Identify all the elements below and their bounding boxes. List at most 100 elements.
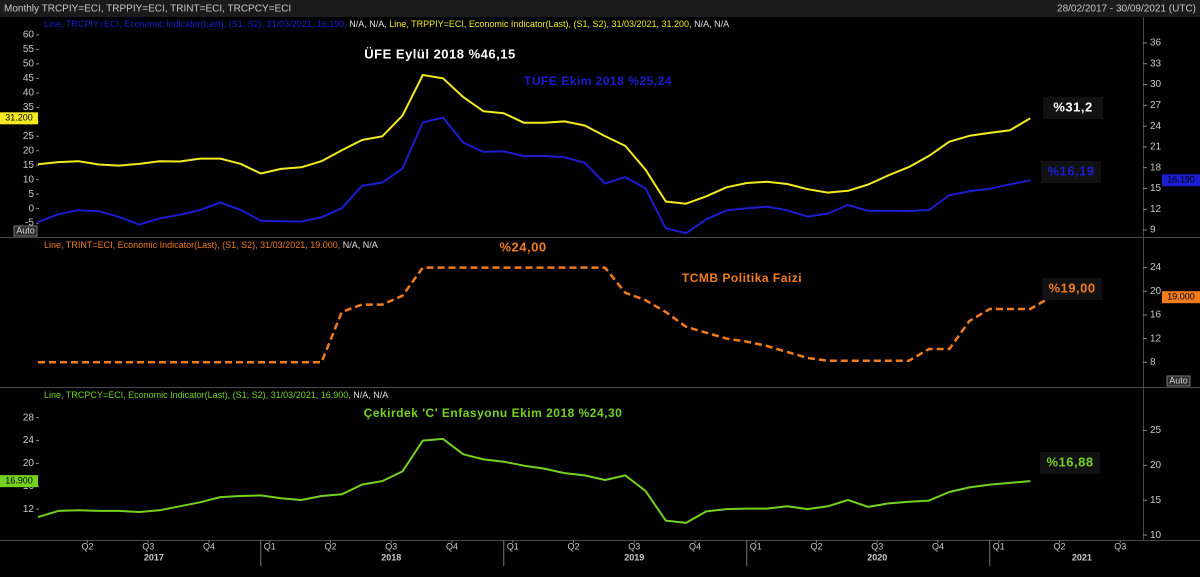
y-tick-label: 40: [23, 87, 35, 98]
y-tick-label: 28: [23, 412, 35, 423]
scale-mode: Auto: [1169, 375, 1188, 385]
y2-tick-label: 15: [1150, 183, 1162, 194]
annotation-box: [1043, 97, 1103, 119]
y-tick-label: -5: [25, 218, 34, 229]
x-tick-label: Q4: [446, 541, 458, 551]
legend-entry: Line, TRCPCY=ECI, Economic Indicator(Las…: [44, 390, 351, 400]
y2-tick-label: 24: [1150, 262, 1162, 273]
y2-tick-label: 25: [1150, 425, 1162, 436]
x-tick-label: Q4: [689, 541, 701, 551]
y2-tick-label: 30: [1150, 79, 1162, 90]
annotation-box: [1042, 278, 1102, 300]
x-tick-label: Q3: [385, 541, 397, 551]
y-tick-label: 10: [23, 174, 35, 185]
y2-tick-label: 16: [1150, 310, 1162, 321]
y-tick-label: 24: [23, 435, 35, 446]
y-tick-label: 55: [23, 44, 35, 55]
y2-tick-label: 9: [1150, 225, 1156, 236]
series-line: [37, 74, 1031, 205]
y-tick-label: 5: [28, 189, 34, 200]
scale-mode-box: [1166, 375, 1191, 387]
annotation: %16,88: [1046, 454, 1093, 469]
legend-extra: N/A, N/A,: [349, 19, 387, 29]
year-label: 2019: [624, 552, 644, 562]
x-tick-label: Q3: [1114, 541, 1126, 551]
y-tick-label: 12: [23, 504, 35, 515]
annotation: %24,00: [499, 239, 546, 254]
value-tag-label: 16.190: [1167, 175, 1195, 185]
header-date-range: 28/02/2017 - 30/09/2021 (UTC): [1057, 4, 1196, 15]
legend-entry: Line, TRINT=ECI, Economic Indicator(Last…: [44, 240, 340, 250]
value-tag-label: 31.200: [5, 113, 33, 123]
scale-mode: Auto: [16, 225, 35, 235]
x-tick-label: Q1: [264, 541, 276, 551]
y-tick-label: 20: [23, 145, 35, 156]
annotation: TCMB Politika Faizi: [682, 271, 802, 285]
legend-entry: Line, TRCPIY=ECI, Economic Indicator(Las…: [44, 19, 347, 29]
annotation: Çekirdek 'C' Enfasyonu Ekim 2018 %24,30: [364, 406, 623, 420]
x-tick-label: Q4: [932, 541, 944, 551]
annotation-box: [1041, 161, 1101, 183]
y2-tick-label: 12: [1150, 333, 1162, 344]
x-tick-label: Q2: [1053, 541, 1065, 551]
x-tick-label: Q1: [750, 541, 762, 551]
x-tick-label: Q3: [142, 541, 154, 551]
legend: Line, TRINT=ECI, Economic Indicator(Last…: [44, 240, 378, 250]
annotation: ÜFE Eylül 2018 %46,15: [364, 46, 515, 61]
y-tick-label: 20: [23, 458, 35, 469]
y2-tick-label: 36: [1150, 38, 1162, 49]
legend-extra: N/A, N/A: [353, 390, 388, 400]
year-label: 2017: [144, 552, 164, 562]
value-tag: [0, 112, 38, 125]
y2-tick-label: 20: [1150, 460, 1162, 471]
annotation: %19,00: [1048, 280, 1095, 295]
year-label: 2018: [381, 552, 401, 562]
y-tick-label: 35: [23, 102, 35, 113]
y-tick-label: 0: [28, 203, 34, 214]
x-tick-label: Q1: [507, 541, 519, 551]
annotation: %31,2: [1053, 99, 1092, 114]
x-tick-label: Q2: [567, 541, 579, 551]
y-tick-label: 45: [23, 73, 35, 84]
y-tick-label: 50: [23, 59, 35, 70]
x-tick-label: Q2: [324, 541, 336, 551]
legend: Line, TRCPCY=ECI, Economic Indicator(Las…: [44, 390, 388, 400]
y2-tick-label: 20: [1150, 286, 1162, 297]
y2-tick-label: 21: [1150, 142, 1162, 153]
legend-extra: N/A, N/A: [694, 19, 729, 29]
y2-tick-label: 27: [1150, 100, 1162, 111]
x-tick-label: Q3: [628, 541, 640, 551]
year-label: 2020: [867, 552, 887, 562]
header-title: Monthly TRCPIY=ECI, TRPPIY=ECI, TRINT=EC…: [4, 4, 291, 15]
y2-tick-label: 33: [1150, 58, 1162, 69]
y-tick-label: 25: [23, 131, 35, 142]
x-tick-label: Q3: [871, 541, 883, 551]
y-tick-label: 60: [23, 30, 35, 41]
scale-mode-box: [13, 225, 38, 237]
y2-tick-label: 8: [1150, 357, 1156, 368]
annotation-box: [1040, 452, 1100, 474]
series-line: [37, 116, 1031, 235]
year-label: 2021: [1072, 552, 1092, 562]
x-tick-label: Q4: [203, 541, 215, 551]
x-tick-label: Q1: [993, 541, 1005, 551]
x-tick-label: Q2: [810, 541, 822, 551]
value-tag: [1162, 174, 1200, 187]
legend: Line, TRCPIY=ECI, Economic Indicator(Las…: [44, 19, 729, 29]
y2-tick-label: 15: [1150, 495, 1162, 506]
x-tick-label: Q2: [81, 541, 93, 551]
y2-tick-label: 12: [1150, 204, 1162, 215]
legend-entry: Line, TRPPIY=ECI, Economic Indicator(Las…: [389, 19, 691, 29]
series-line: [38, 266, 1052, 364]
y-tick-label: 15: [23, 160, 35, 171]
value-tag-label: 16.900: [5, 476, 33, 486]
y2-tick-label: 24: [1150, 121, 1162, 132]
annotation: %16,19: [1047, 163, 1094, 178]
y2-tick-label: 10: [1150, 530, 1162, 541]
y2-tick-label: 18: [1150, 162, 1162, 173]
series-line: [37, 437, 1031, 524]
legend-extra: N/A, N/A: [343, 240, 378, 250]
annotation: TÜFE Ekim 2018 %25,24: [524, 73, 672, 88]
value-tag-label: 19.000: [1167, 292, 1195, 302]
